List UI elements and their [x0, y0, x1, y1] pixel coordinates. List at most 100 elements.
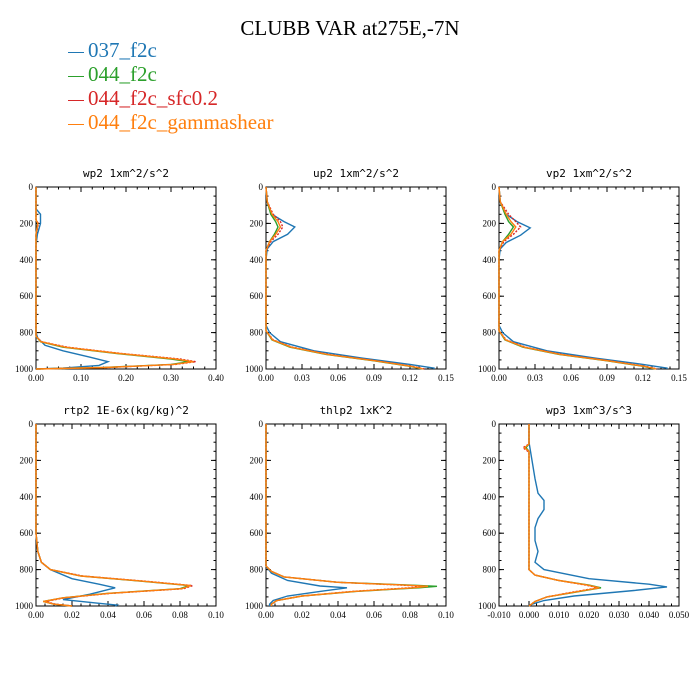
- x-tick-label: -0.010: [487, 610, 511, 620]
- series-line-037_f2c: [528, 424, 668, 607]
- x-tick-label: 0.15: [671, 373, 687, 383]
- series-line-044_f2c_gammashear: [265, 424, 429, 606]
- y-tick-label: 800: [483, 328, 497, 338]
- legend-label: 044_f2c_gammashear: [88, 110, 274, 134]
- x-tick-label: 0.00: [491, 373, 507, 383]
- series-line-044_f2c: [35, 187, 190, 370]
- plot-frame: [265, 423, 447, 607]
- panel-4: rtp2 1E-6x(kg/kg)^2 0.00 0.02 0.04 0.06 0.08 0…: [15, 404, 224, 620]
- y-tick-label: 200: [20, 218, 34, 228]
- x-tick-label: 0.10: [208, 610, 224, 620]
- series-line-037_f2c: [498, 186, 668, 369]
- series-line-044_f2c_sfc0.2: [498, 186, 658, 370]
- y-tick-label: 0: [259, 419, 264, 429]
- x-tick-label: 0.09: [599, 373, 615, 383]
- y-tick-label: 1000: [15, 601, 34, 611]
- y-tick-label: 600: [250, 291, 264, 301]
- x-tick-label: 0.04: [330, 610, 346, 620]
- x-tick-label: 0.10: [73, 373, 89, 383]
- y-tick-label: 1000: [245, 601, 264, 611]
- x-tick-label: 0.00: [28, 610, 44, 620]
- y-tick-label: 400: [20, 255, 34, 265]
- x-tick-label: 0.00: [28, 373, 44, 383]
- panel-title: vp2 1xm^2/s^2: [546, 167, 632, 180]
- x-tick-label: 0.02: [294, 610, 310, 620]
- x-tick-label: 0.00: [258, 373, 274, 383]
- series-line-037_f2c: [265, 424, 348, 606]
- y-tick-label: 600: [483, 291, 497, 301]
- legend-swatch: [68, 51, 84, 53]
- y-tick-label: 200: [20, 455, 34, 465]
- y-tick-label: 600: [20, 291, 34, 301]
- y-tick-label: 400: [250, 255, 264, 265]
- series-line-044_f2c_sfc0.2: [35, 187, 196, 370]
- panel-title: wp3 1xm^3/s^3: [546, 404, 632, 417]
- x-tick-label: 0.40: [208, 373, 224, 383]
- legend-item: 044_f2c_sfc0.2: [68, 86, 273, 110]
- y-tick-label: 800: [20, 328, 34, 338]
- y-tick-label: 0: [259, 182, 264, 192]
- x-tick-label: 0.03: [527, 373, 543, 383]
- series-line-044_f2c_sfc0.2: [265, 186, 425, 370]
- y-tick-label: 400: [20, 492, 34, 502]
- panel-1: wp2 1xm^2/s^2 0.00 0.10 0.20 0.30 0.40 0 200 400…: [15, 167, 224, 383]
- x-tick-label: 0.20: [118, 373, 134, 383]
- x-tick-label: 0.06: [563, 373, 579, 383]
- y-tick-label: 800: [250, 328, 264, 338]
- y-tick-label: 200: [250, 218, 264, 228]
- series-line-044_f2c: [498, 186, 656, 370]
- y-tick-label: 1000: [245, 364, 264, 374]
- series-line-037_f2c: [265, 186, 435, 369]
- y-tick-label: 400: [483, 492, 497, 502]
- x-tick-label: 0.00: [258, 610, 274, 620]
- y-tick-label: 400: [483, 255, 497, 265]
- legend-label: 037_f2c: [88, 38, 157, 62]
- plot-frame: [498, 186, 680, 370]
- chart-title: CLUBB VAR at275E,-7N: [240, 16, 460, 40]
- x-tick-label: 0.15: [438, 373, 454, 383]
- panel-6: wp3 1xm^3/s^3 -0.010 0.000 0.010 0.020 0.030 0…: [478, 404, 690, 620]
- y-tick-label: 1000: [478, 601, 497, 611]
- panel-3: vp2 1xm^2/s^2 0.00 0.03 0.06 0.09 0.12 0.15 0 20…: [478, 167, 687, 383]
- legend-swatch: [68, 75, 84, 77]
- plot-frame: [35, 186, 217, 370]
- legend-item: 044_f2c: [68, 62, 273, 86]
- y-tick-label: 200: [250, 455, 264, 465]
- x-tick-label: 0.010: [549, 610, 570, 620]
- y-tick-label: 0: [29, 182, 34, 192]
- series-line-037_f2c: [35, 187, 111, 370]
- x-tick-label: 0.03: [294, 373, 310, 383]
- panel-title: thlp2 1xK^2: [320, 404, 393, 417]
- series-line-044_f2c: [265, 424, 438, 606]
- x-tick-label: 0.12: [402, 373, 418, 383]
- x-tick-label: 0.020: [579, 610, 600, 620]
- x-tick-label: 0.06: [330, 373, 346, 383]
- y-tick-label: 0: [29, 419, 34, 429]
- legend-label: 044_f2c_sfc0.2: [88, 86, 219, 110]
- y-tick-label: 0: [492, 182, 497, 192]
- y-tick-label: 600: [250, 528, 264, 538]
- x-tick-label: 0.040: [639, 610, 660, 620]
- y-tick-label: 0: [492, 419, 497, 429]
- series-line-044_f2c_gammashear: [35, 187, 194, 370]
- x-tick-label: 0.12: [635, 373, 651, 383]
- y-tick-label: 800: [483, 565, 497, 575]
- y-tick-label: 400: [250, 492, 264, 502]
- series-line-044_f2c_gammashear: [523, 424, 600, 607]
- series-line-044_f2c: [265, 186, 423, 370]
- legend-swatch: [68, 99, 84, 101]
- y-tick-label: 600: [20, 528, 34, 538]
- x-tick-label: 0.30: [163, 373, 179, 383]
- y-tick-label: 600: [483, 528, 497, 538]
- panel-title: wp2 1xm^2/s^2: [83, 167, 169, 180]
- y-tick-label: 200: [483, 218, 497, 228]
- x-tick-label: 0.04: [100, 610, 116, 620]
- series-line-044_f2c_sfc0.2: [265, 424, 425, 606]
- legend: 037_f2c 044_f2c 044_f2c_sfc0.2 044_f2c_g…: [68, 38, 273, 134]
- x-tick-label: 0.10: [438, 610, 454, 620]
- legend-label: 044_f2c: [88, 62, 157, 86]
- series-line-044_f2c_gammashear: [498, 186, 657, 370]
- x-tick-label: 0.050: [669, 610, 690, 620]
- x-tick-label: 0.030: [609, 610, 630, 620]
